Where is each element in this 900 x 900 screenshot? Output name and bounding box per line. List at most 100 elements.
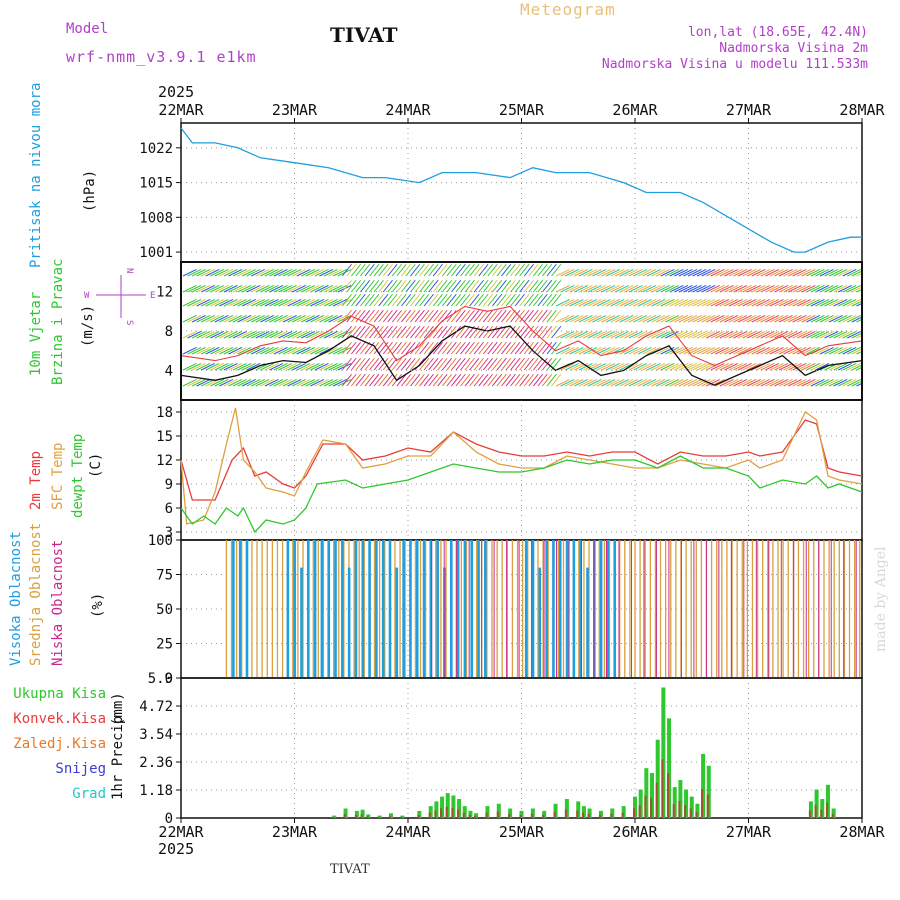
wind-barb — [196, 331, 211, 339]
wind-barb — [278, 347, 293, 355]
wind-barb — [778, 315, 793, 323]
wind-barb — [806, 315, 821, 323]
precip-conv-bar — [508, 813, 511, 818]
wind-barb — [373, 341, 384, 355]
wind-barb — [514, 325, 525, 339]
wind-barb — [260, 379, 275, 387]
wind-barb — [674, 379, 689, 387]
wind-barb — [241, 269, 256, 277]
wind-barb — [824, 315, 839, 323]
wind-barb — [706, 269, 720, 277]
wind-barb — [532, 373, 544, 387]
wind-barb — [719, 379, 734, 387]
wind-barb — [801, 363, 816, 371]
wind-barb — [756, 285, 771, 293]
wind-barb — [341, 373, 352, 387]
wind-barb — [451, 341, 462, 355]
wind-barb — [833, 285, 848, 293]
wind-barb — [692, 347, 707, 355]
wind-barb — [314, 379, 329, 387]
wind-barb — [191, 299, 206, 307]
wind-barb — [414, 325, 425, 339]
wind-barb — [219, 315, 234, 323]
wind-barb — [278, 299, 293, 307]
wind-barb — [542, 357, 553, 371]
x-tick-label-top: 23MAR — [272, 101, 318, 119]
wind-barb — [437, 309, 448, 323]
wind-barb — [574, 379, 589, 387]
wind-barb — [560, 379, 575, 387]
wind-barb — [810, 363, 825, 371]
precip-total-bar — [689, 796, 694, 818]
wind-barb — [519, 263, 530, 277]
wind-barb — [237, 379, 252, 387]
wind-barb — [615, 331, 629, 339]
wind-barb — [291, 315, 306, 323]
wind-barb — [373, 357, 384, 371]
wind-barb — [560, 347, 575, 355]
wind-barb — [605, 379, 620, 387]
legend-snow: Snijeg — [55, 761, 106, 777]
wind-barb — [815, 379, 830, 387]
cloud-high-bar — [449, 540, 453, 678]
wind-barb — [756, 299, 771, 307]
wind-barb — [251, 299, 265, 307]
cloud-high-bar — [347, 567, 351, 678]
wind-barb — [651, 331, 666, 339]
wind-barb — [719, 347, 734, 355]
wind-barb — [555, 269, 570, 277]
precip-total-bar — [496, 803, 501, 818]
wind-barb — [715, 299, 730, 307]
wind-barb — [382, 279, 393, 293]
wind-barb — [678, 269, 693, 277]
precip-total-bar — [661, 687, 666, 818]
wind-barbs — [182, 263, 862, 387]
wind-barb — [683, 315, 698, 323]
wind-barb — [633, 299, 648, 307]
wind-barb — [273, 285, 288, 293]
wind-ytick-label: 8 — [165, 324, 173, 340]
wind-barb — [797, 299, 811, 307]
wind-barb — [291, 379, 306, 387]
wind-barb — [615, 315, 629, 323]
model-altitude-label: Nadmorska Visina u modelu 111.533m — [601, 57, 868, 72]
cloud-high-bar — [341, 540, 344, 678]
wind-barb — [555, 347, 570, 355]
wind-barb — [756, 331, 771, 339]
wind-barb — [642, 285, 657, 293]
wind-barb — [469, 373, 480, 387]
wind-barb — [665, 285, 680, 293]
wind-barb — [783, 269, 798, 277]
wind-barb — [237, 331, 252, 339]
precip-panel-ytick-label: 1.18 — [139, 783, 173, 799]
wind-barb — [687, 331, 702, 339]
wind-barb — [583, 269, 598, 277]
wind-barb — [246, 331, 261, 339]
wind-barb — [837, 299, 852, 307]
wind-barb — [228, 299, 243, 307]
wind-barb — [633, 285, 648, 293]
wind-barb — [332, 363, 347, 371]
wind-barb — [278, 363, 293, 371]
wind-barb — [260, 315, 275, 323]
wind-barb — [314, 299, 329, 307]
precip-panel-ytick-label: 0 — [165, 811, 173, 827]
wind-barb — [624, 269, 639, 277]
wind-barb — [724, 331, 739, 339]
wind-barb — [360, 263, 371, 277]
wind-barb — [487, 293, 498, 307]
year-top: 2025 — [158, 83, 195, 101]
wind-barb — [501, 293, 512, 307]
wind-barb — [387, 293, 398, 307]
wind-barb — [719, 315, 734, 323]
wind-barb — [187, 363, 202, 371]
wind-barb — [560, 331, 575, 339]
wind-barb — [369, 309, 380, 323]
wind-barb — [715, 363, 730, 371]
wind-barb — [401, 325, 412, 339]
precip-conv-bar — [440, 808, 443, 818]
wind-barb — [282, 347, 297, 355]
wind-barb — [824, 299, 839, 307]
wind-barb — [228, 363, 243, 371]
wind-barb — [710, 331, 725, 339]
